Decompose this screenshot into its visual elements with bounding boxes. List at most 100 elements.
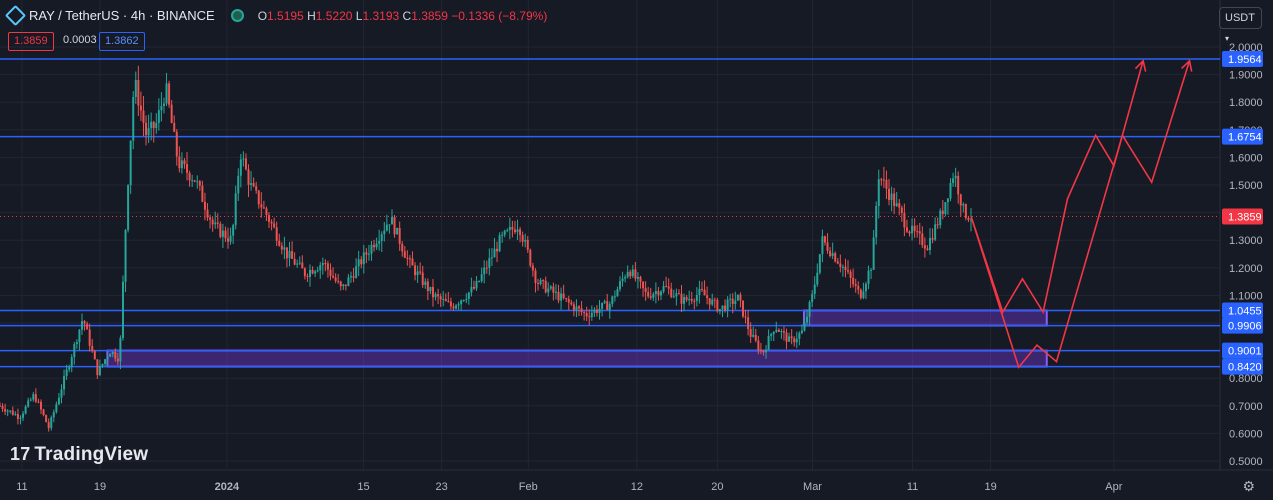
candle-body [675, 293, 678, 297]
candle-body [16, 414, 19, 419]
candle-body [903, 213, 906, 228]
candle-body [698, 288, 701, 295]
candle-body [98, 365, 101, 376]
candle-body [695, 294, 698, 302]
candle-body [831, 253, 834, 257]
candle-body [157, 110, 160, 123]
candle-body [242, 158, 245, 160]
candle-body [800, 330, 803, 334]
buy-price-box[interactable]: 1.3862 [99, 32, 145, 51]
candle-body [880, 179, 883, 181]
level-label-box [1222, 51, 1263, 68]
candle-body [693, 300, 696, 302]
candle-body [165, 83, 168, 104]
candle-body [434, 294, 437, 298]
candle-body [196, 181, 199, 183]
candle-body [621, 278, 624, 282]
candle-body [152, 121, 155, 129]
candle-body [749, 329, 752, 337]
candle-body [741, 300, 744, 317]
candle-body [811, 293, 814, 302]
candle-body [314, 271, 317, 274]
candle-body [503, 230, 506, 235]
candle-body [119, 338, 122, 362]
projection-path [970, 60, 1144, 315]
candle-body [549, 286, 552, 289]
time-tick-label: 11 [907, 481, 918, 493]
candle-body [506, 229, 509, 231]
candle-body [362, 252, 365, 265]
candle-body [649, 296, 652, 298]
candle-body [703, 289, 706, 296]
candle-body [426, 281, 429, 292]
candle-body [104, 359, 107, 364]
candle-body [765, 349, 768, 353]
current-price-label: 1.3859 [1228, 211, 1262, 223]
price-tick-label: 1.8000 [1229, 97, 1263, 109]
candle-body [29, 399, 32, 401]
candle-body [544, 280, 547, 293]
candle-body [854, 284, 857, 286]
candle-body [734, 300, 737, 304]
candle-body [75, 342, 78, 345]
candle-body [654, 291, 657, 294]
candle-body [662, 286, 665, 292]
currency-dropdown[interactable]: USDT ▾ [1219, 7, 1262, 43]
candle-body [334, 277, 337, 281]
candle-body [373, 244, 376, 248]
candle-body [124, 229, 127, 282]
candle-body [349, 276, 352, 278]
candle-body [478, 280, 481, 282]
price-tick-label: 1.2000 [1229, 263, 1263, 275]
candle-body [316, 270, 319, 272]
projection-path [970, 60, 1191, 369]
candle-body [311, 269, 314, 274]
candle-body [490, 257, 493, 259]
candle-body [585, 313, 588, 317]
candle-body [642, 281, 645, 289]
candle-body [560, 293, 563, 301]
candle-body [180, 160, 183, 169]
candle-body [752, 334, 755, 337]
candle-body [437, 294, 440, 297]
candle-body [14, 414, 17, 416]
symbol-header: RAY / TetherUS · 4h · BINANCE O1.5195 H1… [4, 4, 548, 27]
candle-body [767, 335, 770, 350]
sell-price-box[interactable]: 1.3859 [8, 32, 54, 51]
candle-body [296, 263, 299, 265]
candle-body [706, 295, 709, 299]
candle-body [829, 250, 832, 257]
candle-body [216, 222, 219, 224]
candle-body [923, 245, 926, 249]
level-label: 1.9564 [1228, 54, 1262, 66]
candle-body [634, 269, 637, 279]
candle-body [147, 128, 150, 136]
gear-icon[interactable]: ⚙ [1242, 478, 1255, 494]
candle-body [688, 298, 691, 300]
ohlc-values: O1.5195 H1.5220 L1.3193 C1.3859 −0.1336 … [257, 8, 548, 23]
candle-body [396, 227, 399, 235]
candle-body [721, 305, 724, 310]
candle-body [631, 269, 634, 277]
candle-body [803, 322, 806, 331]
candle-body [521, 235, 524, 242]
candle-body [542, 280, 545, 282]
candle-body [700, 288, 703, 290]
candle-body [885, 179, 888, 189]
symbol-title[interactable]: RAY / TetherUS · 4h · BINANCE [29, 8, 215, 23]
candle-body [967, 217, 970, 220]
candle-body [367, 253, 370, 255]
candle-body [106, 356, 109, 360]
candle-body [847, 270, 850, 272]
candle-body [193, 180, 196, 182]
candle-body [952, 178, 955, 183]
arrow-head [1181, 59, 1193, 72]
candle-body [877, 179, 880, 207]
candle-body [429, 286, 432, 292]
candle-body [239, 159, 242, 176]
candle-body [60, 389, 63, 398]
candle-body [823, 236, 826, 243]
candle-body [370, 244, 373, 254]
candle-body [739, 294, 742, 301]
